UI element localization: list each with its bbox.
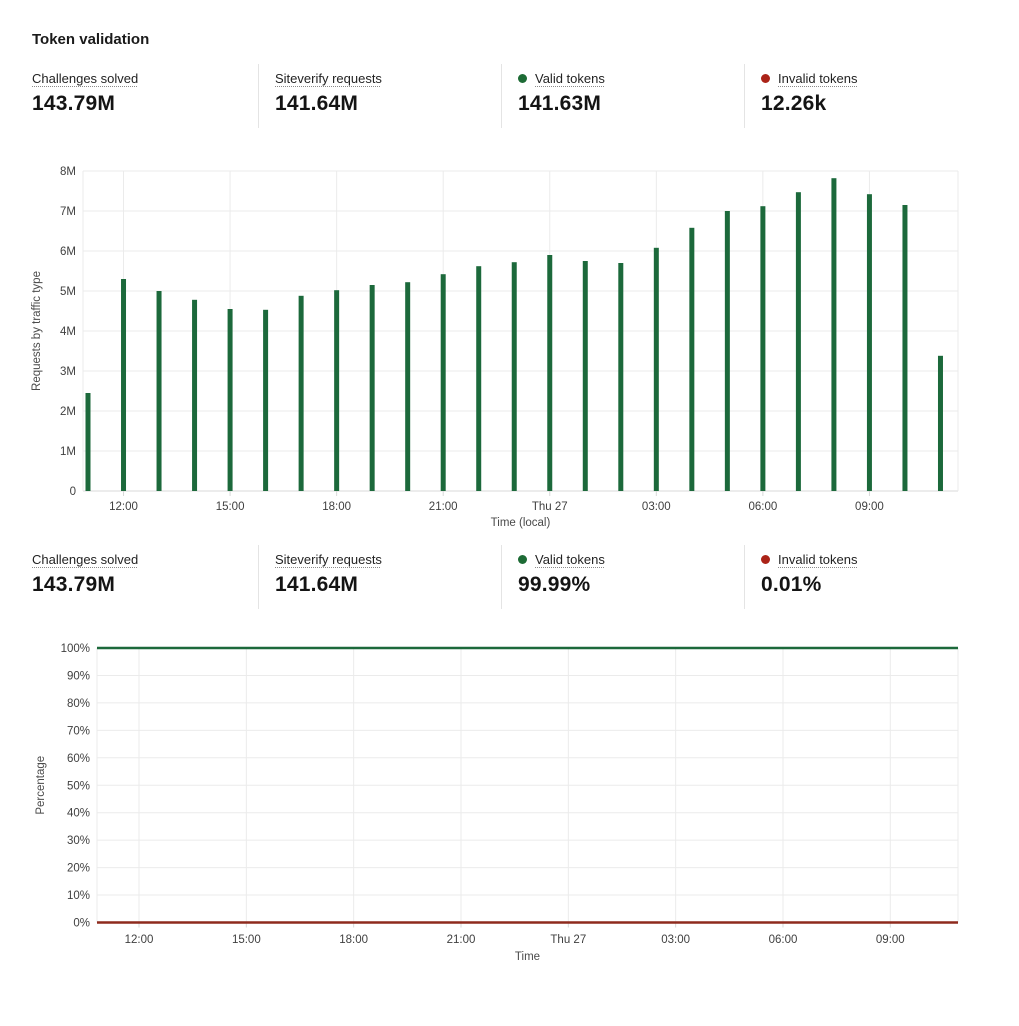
- valid-tokens-bar[interactable]: [121, 279, 127, 491]
- y-tick-label: 0: [70, 486, 76, 498]
- x-tick-label: 21:00: [447, 934, 476, 946]
- x-tick-label: 03:00: [661, 934, 690, 946]
- valid-tokens-bar[interactable]: [902, 205, 908, 491]
- valid-tokens-bar[interactable]: [547, 255, 553, 491]
- valid-tokens-bar[interactable]: [689, 227, 695, 492]
- stat-value: 141.64M: [275, 92, 359, 115]
- y-tick-label: 5M: [60, 286, 76, 298]
- valid-tokens-bar[interactable]: [156, 291, 162, 491]
- valid-tokens-bar[interactable]: [831, 178, 837, 491]
- y-tick-label: 3M: [60, 366, 76, 378]
- y-tick-label: 10%: [67, 890, 90, 902]
- stat-label[interactable]: Challenges solved: [32, 71, 139, 86]
- invalid-tokens-dot-icon: [761, 74, 770, 83]
- y-tick-label: 60%: [67, 753, 90, 765]
- valid-tokens-bar[interactable]: [85, 393, 91, 491]
- x-tick-label: 09:00: [855, 501, 884, 513]
- y-tick-label: 8M: [60, 166, 76, 178]
- stat-label[interactable]: Invalid tokens: [778, 552, 858, 567]
- stat-label[interactable]: Challenges solved: [32, 552, 139, 567]
- x-tick-label: Thu 27: [532, 501, 568, 513]
- valid-tokens-bar[interactable]: [653, 247, 659, 491]
- x-tick-label: 03:00: [642, 501, 671, 513]
- stat-value: 0.01%: [761, 573, 822, 596]
- stat-value: 143.79M: [32, 92, 116, 115]
- y-tick-label: 6M: [60, 246, 76, 258]
- x-tick-label: 21:00: [429, 501, 458, 513]
- x-tick-label: 12:00: [109, 501, 138, 513]
- y-tick-label: 7M: [60, 206, 76, 218]
- x-tick-label: 09:00: [876, 934, 905, 946]
- stat-value: 141.64M: [275, 573, 359, 596]
- valid-tokens-bar[interactable]: [476, 266, 482, 491]
- page-title: Token validation: [32, 31, 150, 48]
- stat-siteverify-requests: Siteverify requests 141.64M: [258, 64, 501, 128]
- x-tick-label: 18:00: [322, 501, 351, 513]
- valid-tokens-bar[interactable]: [760, 206, 766, 491]
- y-tick-label: 80%: [67, 698, 90, 710]
- stat-label[interactable]: Valid tokens: [535, 71, 605, 86]
- valid-tokens-bar[interactable]: [369, 285, 375, 491]
- y-axis-title: Percentage: [35, 756, 47, 815]
- stat-invalid-tokens: Invalid tokens 12.26k: [744, 64, 987, 128]
- stats-row-bottom: Challenges solved 143.79M Siteverify req…: [32, 545, 987, 609]
- valid-tokens-bar[interactable]: [227, 309, 233, 491]
- valid-tokens-bar[interactable]: [582, 261, 588, 491]
- x-tick-label: 12:00: [125, 934, 154, 946]
- valid-tokens-bar[interactable]: [334, 290, 340, 491]
- valid-tokens-bar[interactable]: [866, 194, 872, 491]
- y-tick-label: 90%: [67, 670, 90, 682]
- stat-valid-tokens: Valid tokens 141.63M: [501, 64, 744, 128]
- x-axis-title: Time: [515, 951, 540, 963]
- stat-label[interactable]: Siteverify requests: [275, 71, 382, 86]
- stat-value: 99.99%: [518, 573, 591, 596]
- stat-label[interactable]: Siteverify requests: [275, 552, 382, 567]
- y-tick-label: 1M: [60, 446, 76, 458]
- stat-challenges-solved: Challenges solved 143.79M: [32, 64, 258, 128]
- y-tick-label: 70%: [67, 725, 90, 737]
- stat-label[interactable]: Valid tokens: [535, 552, 605, 567]
- x-tick-label: 06:00: [748, 501, 777, 513]
- x-tick-label: Thu 27: [550, 934, 586, 946]
- stats-row-top: Challenges solved 143.79M Siteverify req…: [32, 64, 987, 128]
- valid-tokens-bar[interactable]: [192, 299, 198, 491]
- y-tick-label: 4M: [60, 326, 76, 338]
- stat-value: 141.63M: [518, 92, 602, 115]
- valid-tokens-bar[interactable]: [298, 295, 304, 491]
- valid-tokens-bar[interactable]: [937, 355, 943, 491]
- percentage-line-chart[interactable]: 0% 10% 20% 30% 40% 50% 60% 70% 80% 90% 100% 12:00 15…: [0, 630, 1019, 975]
- stat-value: 143.79M: [32, 573, 116, 596]
- x-axis-title: Time (local): [491, 517, 551, 529]
- stat-label[interactable]: Invalid tokens: [778, 71, 858, 86]
- valid-tokens-bar[interactable]: [618, 263, 624, 491]
- y-tick-label: 2M: [60, 406, 76, 418]
- y-tick-label: 20%: [67, 863, 90, 875]
- valid-tokens-bar[interactable]: [440, 274, 446, 491]
- y-axis-title: Requests by traffic type: [31, 271, 43, 391]
- valid-tokens-bar[interactable]: [724, 211, 730, 491]
- stat-valid-tokens-pct: Valid tokens 99.99%: [501, 545, 744, 609]
- stat-value: 12.26k: [761, 92, 827, 115]
- x-tick-label: 06:00: [769, 934, 798, 946]
- y-tick-label: 100%: [61, 643, 90, 655]
- stat-invalid-tokens-pct: Invalid tokens 0.01%: [744, 545, 987, 609]
- requests-by-traffic-bar-chart[interactable]: 0 1M 2M 3M 4M 5M 6M 7M 8M 12:00 15:00 18:00 21:00 Thu…: [0, 155, 1019, 535]
- valid-tokens-bar[interactable]: [405, 282, 411, 491]
- y-tick-label: 30%: [67, 835, 90, 847]
- valid-tokens-bar[interactable]: [795, 192, 801, 491]
- valid-tokens-dot-icon: [518, 74, 527, 83]
- invalid-tokens-dot-icon: [761, 555, 770, 564]
- stat-siteverify-requests: Siteverify requests 141.64M: [258, 545, 501, 609]
- x-tick-label: 15:00: [216, 501, 245, 513]
- y-tick-label: 50%: [67, 780, 90, 792]
- y-tick-label: 0%: [73, 918, 90, 930]
- stat-challenges-solved: Challenges solved 143.79M: [32, 545, 258, 609]
- x-tick-label: 18:00: [339, 934, 368, 946]
- valid-tokens-bar[interactable]: [511, 262, 517, 491]
- valid-tokens-dot-icon: [518, 555, 527, 564]
- y-tick-label: 40%: [67, 808, 90, 820]
- x-tick-label: 15:00: [232, 934, 261, 946]
- valid-tokens-bar[interactable]: [263, 309, 269, 491]
